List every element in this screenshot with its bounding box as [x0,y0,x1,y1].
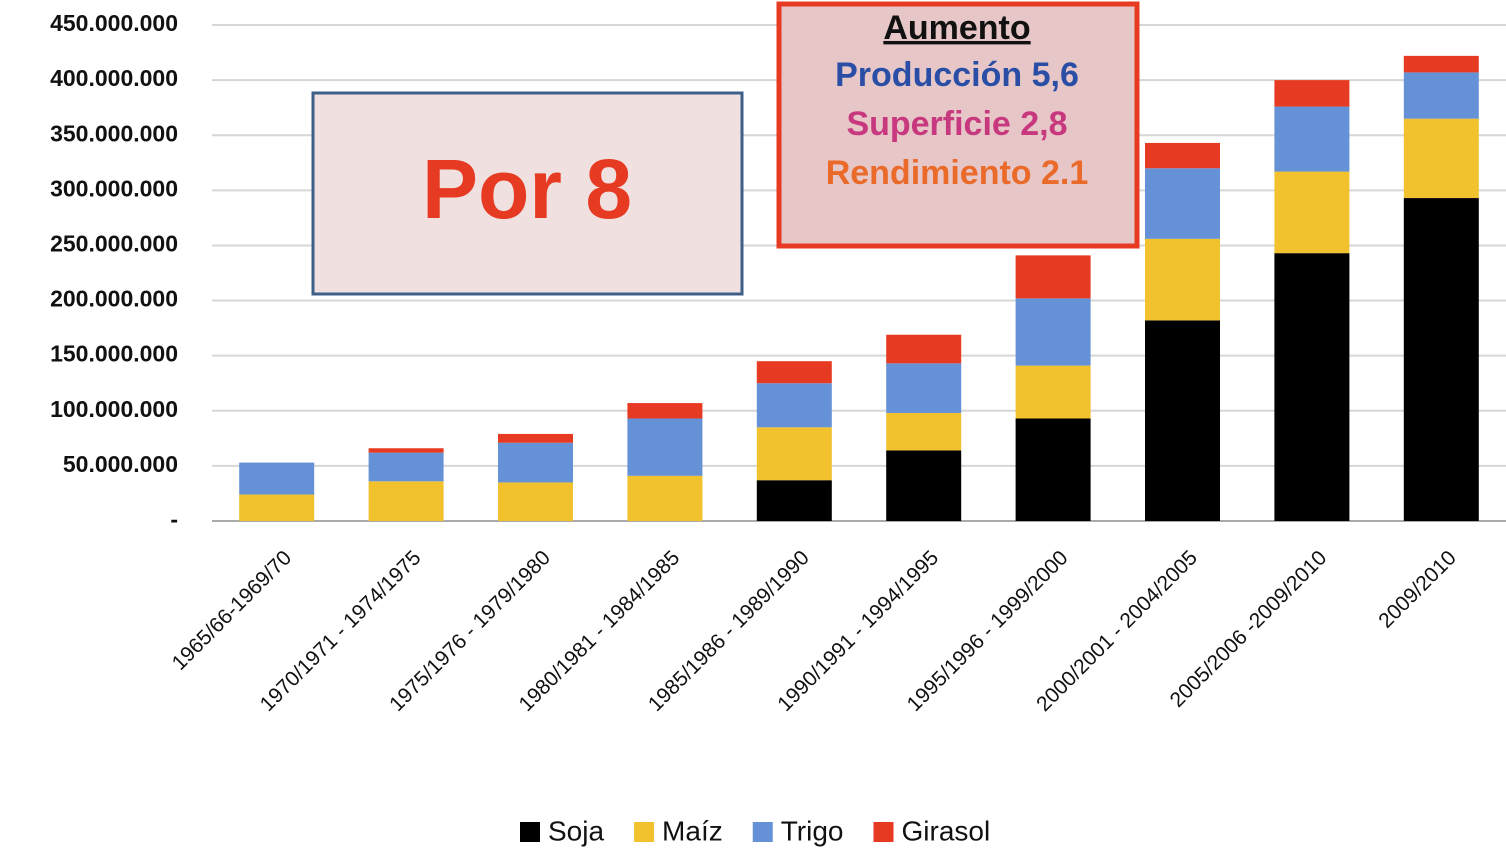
y-tick-label: 300.000.000 [50,175,178,201]
legend-label: Trigo [781,815,844,846]
bar-segment [1274,106,1350,172]
legend-label: Maíz [662,815,723,846]
legend-label: Soja [548,815,604,846]
x-tick-label: 1965/66-1969/70 [168,546,297,675]
bar-segment [886,363,962,413]
bar-segment [1403,118,1479,199]
y-tick-label: 50.000.000 [63,451,178,477]
yield-text: Rendimiento 2.1 [826,154,1089,192]
y-tick-label: 200.000.000 [50,286,178,312]
bar-segment [1015,365,1091,419]
legend-swatch [873,822,894,842]
bar-segment [627,418,703,476]
y-tick-label: 250.000.000 [50,231,178,257]
bar-segment [886,450,962,521]
multiplier-box [311,91,744,296]
bar-segment [1145,238,1220,321]
bar-segment [886,412,962,451]
bar-segment [1274,80,1350,107]
bar-segment [1403,55,1479,73]
bar-segment [1145,320,1220,521]
bar-segment [239,494,315,521]
bar-segment [756,361,832,384]
bar-segment [498,442,573,483]
bar-segment [1403,72,1479,119]
bar-segment [756,383,832,428]
bar-segment [368,452,444,482]
bar-segment [886,334,962,364]
bar-segment [756,480,832,521]
bar-segment [756,427,832,481]
bar-segment [1015,418,1091,521]
bar-segment [627,403,703,419]
y-tick-label: 400.000.000 [50,65,178,91]
x-tick-label: 2009/2010 [1374,546,1460,632]
y-tick-label: 350.000.000 [50,120,178,146]
bar-segment [1145,142,1220,169]
bar-segment [1403,198,1479,521]
increase-box [776,1,1140,249]
y-tick-label: 150.000.000 [50,341,178,367]
bar-segment [368,448,444,453]
y-tick-label: 450.000.000 [50,10,178,36]
bar-segment [498,433,573,443]
bar-segment [498,482,573,521]
legend-swatch [752,822,773,842]
legend-swatch [520,822,540,842]
legend-swatch [634,822,655,842]
bar-segment [239,462,315,495]
bar-segment [1015,255,1091,299]
bar-segment [1274,171,1350,254]
bars [239,55,1479,521]
bar-segment [368,481,444,521]
multiplier-text: Por 8 [422,142,632,236]
increase-title: Aumento [883,9,1030,47]
bar-segment [627,475,703,521]
legend-label: Girasol [902,815,991,846]
y-tick-label: - [170,506,178,532]
bar-segment [1015,298,1091,366]
production-text: Producción 5,6 [835,56,1079,94]
bar-segment [1145,168,1220,239]
y-tick-label: 100.000.000 [50,396,178,422]
surface-text: Superficie 2,8 [846,105,1067,143]
bar-segment [1274,253,1350,521]
